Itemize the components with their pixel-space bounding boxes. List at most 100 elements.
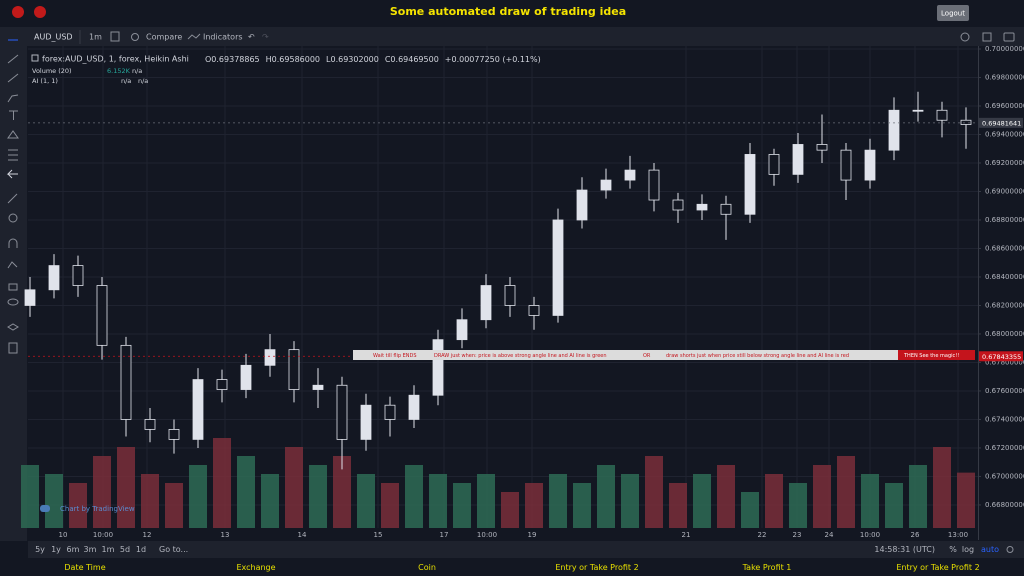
candle-body — [552, 219, 564, 316]
price-label: 0.67843355 — [982, 353, 1021, 361]
tool-icon[interactable] — [7, 73, 19, 83]
compare-icon[interactable] — [131, 33, 139, 41]
tool-icon[interactable] — [8, 213, 18, 223]
candle-body — [264, 349, 276, 366]
volume-bar — [837, 456, 855, 528]
candle-body — [864, 149, 876, 181]
tool-icon[interactable] — [7, 94, 19, 103]
indicators-icon[interactable] — [187, 33, 201, 40]
volume-legend-name: Volume (20) — [32, 67, 72, 75]
candle-body — [312, 384, 324, 390]
volume-bar — [309, 465, 327, 528]
percent-toggle[interactable]: % — [949, 545, 957, 554]
volume-bar — [549, 474, 567, 528]
watermark-icon — [40, 505, 50, 512]
candle-icon[interactable] — [110, 31, 120, 42]
price-axis — [979, 46, 1024, 540]
redo[interactable]: ↷ — [262, 33, 269, 42]
volume-bar — [21, 465, 39, 528]
volume-legend-extra: n/a — [132, 67, 142, 75]
tool-icon[interactable] — [8, 149, 18, 161]
candle-body — [600, 179, 612, 191]
logout-button[interactable] — [937, 5, 969, 21]
tool-icon[interactable] — [7, 130, 19, 139]
range-bar — [28, 541, 1024, 558]
candle-body — [648, 169, 660, 201]
candle-body — [696, 203, 708, 211]
volume-bar — [789, 483, 807, 528]
tool-icon[interactable] — [6, 169, 18, 179]
range-button[interactable]: 1y — [51, 545, 61, 554]
fullscreen-icon[interactable] — [982, 32, 992, 42]
candle-body — [432, 339, 444, 396]
page-title: Some automated draw of trading idea — [390, 5, 626, 18]
snapshot-icon[interactable] — [1003, 32, 1015, 42]
header-bar — [0, 0, 1024, 26]
candle-body — [96, 285, 108, 346]
volume-bar — [285, 447, 303, 528]
ohlc-value: +0.00077250 (+0.11%) — [445, 55, 541, 64]
range-button[interactable]: 6m — [67, 545, 80, 554]
footer-columns: Date Time Exchange Coin Entry or Take Profi… — [64, 563, 979, 572]
auto-toggle[interactable]: auto — [981, 545, 999, 554]
price-label: 0.69481641 — [982, 119, 1021, 127]
ai-legend-name: AI (1, 1) — [32, 77, 58, 85]
logout-label[interactable]: Logout — [941, 10, 965, 18]
compare[interactable]: Compare — [146, 33, 182, 42]
volume-bar — [93, 456, 111, 528]
range-button[interactable]: 5d — [120, 545, 130, 554]
y-tick-label: 0.67800000 — [985, 358, 1024, 366]
grid: 0.66800000 0.67000000 0.67200000 0.67400000… — [28, 45, 1024, 539]
tool-icon[interactable] — [7, 193, 18, 204]
volume-bar — [813, 465, 831, 528]
symbol[interactable]: AUD_USD — [34, 33, 73, 42]
interval[interactable]: 1m — [89, 33, 102, 42]
x-tick-label: 19 — [528, 531, 537, 539]
volume-bar — [741, 492, 759, 528]
range-button[interactable]: 1m — [102, 545, 115, 554]
volume-bar — [501, 492, 519, 528]
volume-bar — [477, 474, 495, 528]
candle-body — [72, 265, 84, 286]
volume-bar — [597, 465, 615, 528]
tool-icon[interactable] — [7, 54, 19, 64]
footer-column: Take Profit 1 — [742, 563, 792, 572]
candle-body — [120, 344, 132, 420]
collapse-icon[interactable] — [31, 54, 39, 62]
volume-bar — [645, 456, 663, 528]
tool-icon[interactable] — [8, 238, 18, 248]
range-button[interactable]: 3m — [84, 545, 97, 554]
tool-icon[interactable] — [8, 283, 18, 291]
candle-body — [576, 189, 588, 221]
log-toggle[interactable]: log — [962, 545, 974, 554]
logo-icon — [12, 6, 24, 18]
indicators[interactable]: Indicators — [203, 33, 243, 42]
candle-body — [936, 109, 948, 121]
volume-bar — [117, 447, 135, 528]
volume-bar — [357, 474, 375, 528]
settings-icon[interactable] — [960, 32, 970, 42]
volume-bar — [669, 483, 687, 528]
volume-bar — [45, 474, 63, 528]
settings-icon[interactable] — [1006, 546, 1014, 553]
range-button[interactable]: 5y — [35, 545, 45, 554]
ohlc-value: L0.69302000 — [326, 55, 379, 64]
x-tick-label: 10:00 — [860, 531, 880, 539]
tool-icon[interactable] — [7, 298, 19, 306]
candle-body — [840, 149, 852, 181]
goto[interactable]: Go to... — [159, 545, 188, 554]
candle-body — [216, 379, 228, 390]
candle-body — [720, 203, 732, 215]
price-label-box — [979, 351, 1023, 362]
tool-icon[interactable] — [9, 110, 18, 120]
tool-icon[interactable] — [8, 342, 18, 354]
watermark: Chart by TradingView — [60, 505, 135, 513]
x-tick-label: 10:00 — [93, 531, 113, 539]
price-label-box — [979, 117, 1023, 128]
undo[interactable]: ↶ — [247, 33, 255, 42]
ohlc-value: O0.69378865 — [205, 55, 260, 64]
tool-icon[interactable] — [7, 261, 18, 269]
tool-icon[interactable] — [7, 323, 19, 331]
range-button[interactable]: 1d — [136, 545, 146, 554]
sidebar-icons — [6, 39, 19, 354]
